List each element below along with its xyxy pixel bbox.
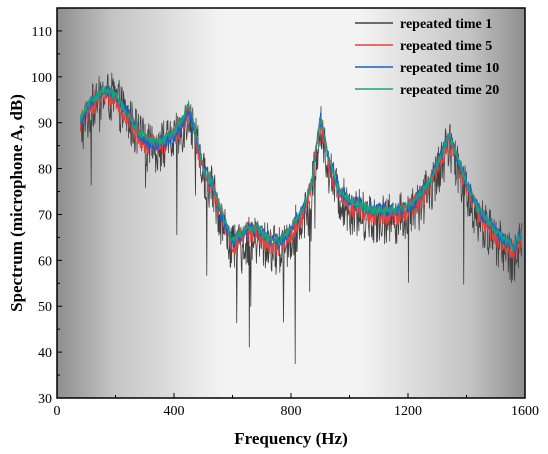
series-layer — [79, 72, 523, 364]
y-tick-label: 110 — [32, 25, 52, 40]
y-tick-label: 50 — [38, 300, 52, 315]
y-tick-label: 90 — [38, 117, 52, 132]
x-tick-label: 1200 — [394, 404, 422, 419]
x-tick-label: 400 — [164, 404, 185, 419]
x-tick-label: 0 — [54, 404, 61, 419]
y-tick-label: 60 — [38, 254, 52, 269]
legend: repeated time 1 repeated time 5 repeated t… — [355, 17, 499, 98]
x-tick-label: 800 — [281, 404, 302, 419]
y-axis-title: Spectrum (microphone A, dB) — [7, 94, 26, 312]
legend-entry: repeated time 20 — [400, 83, 499, 98]
y-tick-label: 30 — [38, 392, 52, 407]
legend-entry: repeated time 1 — [400, 17, 492, 32]
x-axis-ticks: 0 400 800 1200 1600 — [54, 393, 539, 419]
series-line — [79, 86, 523, 252]
legend-entry: repeated time 5 — [400, 39, 492, 54]
plot-background — [57, 8, 525, 398]
y-tick-label: 40 — [38, 346, 52, 361]
y-tick-label: 70 — [38, 208, 52, 223]
y-tick-label: 100 — [31, 71, 52, 86]
legend-entry: repeated time 10 — [400, 61, 499, 76]
x-tick-label: 1600 — [511, 404, 539, 419]
x-axis-title: Frequency (Hz) — [234, 429, 347, 448]
y-axis-ticks: 30 40 50 60 70 80 90 100 110 — [31, 25, 62, 407]
y-tick-label: 80 — [38, 163, 52, 178]
